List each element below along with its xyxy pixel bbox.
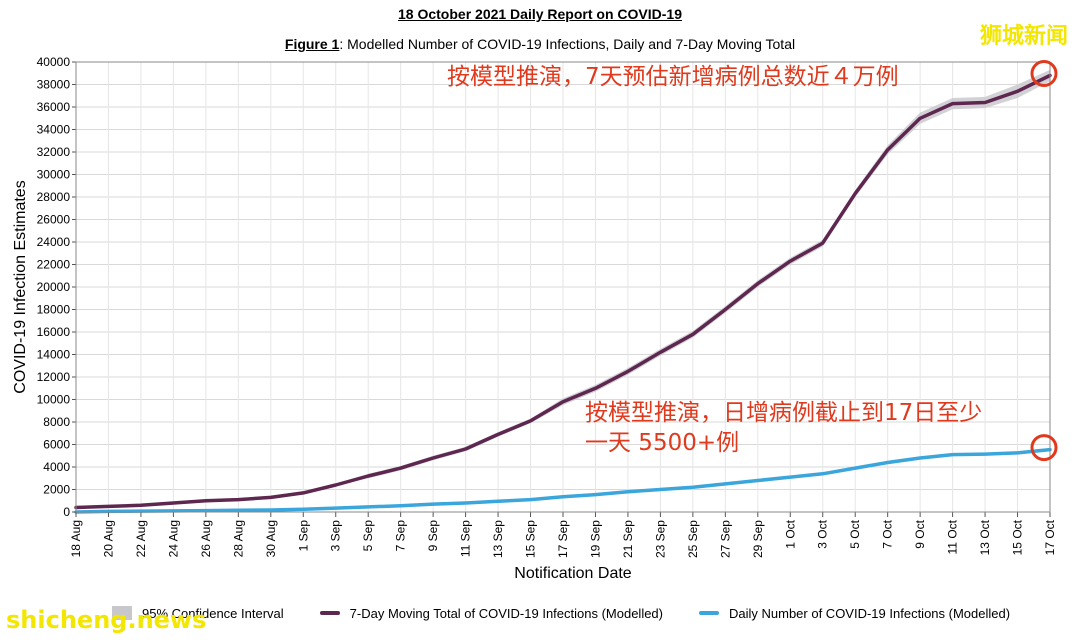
series-line-layer: [74, 73, 1052, 514]
x-tick-label: 3 Sep: [329, 520, 343, 552]
x-tick-label: 20 Aug: [101, 520, 115, 557]
figure-caption-text: : Modelled Number of COVID-19 Infections…: [339, 36, 796, 52]
x-tick-label: 13 Oct: [978, 519, 992, 555]
x-axis-label: Notification Date: [514, 565, 631, 582]
x-tick-label: 23 Sep: [653, 520, 667, 558]
y-tick-label: 12000: [37, 370, 71, 384]
figure-label: Figure 1: [284, 36, 340, 52]
y-tick-label: 36000: [37, 100, 71, 114]
annotation-daily-line2: 一天 5500+例: [585, 430, 740, 456]
watermark-bottom: shicheng.news: [6, 606, 207, 634]
legend-swatch-daily: [699, 611, 719, 615]
x-tick-label: 27 Sep: [718, 520, 732, 558]
x-tick-label: 7 Sep: [394, 520, 408, 552]
y-tick-label: 2000: [43, 483, 70, 497]
x-tick-label: 11 Oct: [946, 519, 960, 554]
x-tick-label: 15 Oct: [1011, 519, 1025, 555]
y-tick-label: 6000: [43, 438, 70, 452]
y-tick-label: 26000: [37, 213, 71, 227]
y-tick-label: 32000: [37, 145, 71, 159]
y-tick-label: 10000: [37, 393, 71, 407]
x-tick-label: 17 Sep: [556, 520, 570, 558]
x-tick-label: 18 Aug: [69, 520, 83, 557]
figure-caption: Figure 1: Modelled Number of COVID-19 In…: [0, 36, 1080, 52]
x-tick-label: 29 Sep: [751, 520, 765, 558]
legend-swatch-ci: [112, 606, 132, 620]
x-tick-label: 28 Aug: [231, 520, 245, 557]
x-tick-label: 13 Sep: [491, 520, 505, 558]
x-tick-label: 1 Sep: [296, 520, 310, 552]
axis-layer: 0 2000 4000 6000 8000 10000 12000 14000 16000 180…: [37, 55, 1057, 558]
series-daily-line: [74, 447, 1052, 514]
x-tick-label: 26 Aug: [199, 520, 213, 557]
series-total-line: [74, 73, 1052, 510]
legend-label-total: 7-Day Moving Total of COVID-19 Infection…: [349, 605, 663, 621]
annotation-weekly-total: 按模型推演，7天预估新增病例总数近４万例: [447, 64, 899, 90]
x-tick-label: 15 Sep: [524, 520, 538, 558]
y-axis-label: COVID-19 Infection Estimates: [12, 180, 29, 393]
y-tick-label: 8000: [43, 415, 70, 429]
legend-label-daily: Daily Number of COVID-19 Infections (Mod…: [729, 605, 1011, 621]
series-daily-last-point-highlight: [1030, 434, 1058, 462]
y-tick-label: 14000: [37, 348, 71, 362]
watermark-top: 狮城新闻: [979, 24, 1068, 49]
x-tick-label: 25 Sep: [686, 520, 700, 558]
plot-frame: [75, 61, 1051, 513]
y-tick-label: 20000: [37, 280, 71, 294]
x-tick-label: 30 Aug: [264, 520, 278, 557]
x-tick-label: 5 Sep: [361, 520, 375, 552]
report-title: 18 October 2021 Daily Report on COVID-19: [398, 6, 682, 22]
legend-item-total: 7-Day Moving Total of COVID-19 Infection…: [319, 605, 663, 621]
x-tick-label: 7 Oct: [881, 519, 895, 548]
chart-legend: 95% Confidence Interval 7-Day Moving Tot…: [112, 602, 1052, 624]
x-tick-label: 22 Aug: [134, 520, 148, 557]
y-tick-label: 16000: [37, 325, 71, 339]
y-tick-label: 40000: [37, 55, 71, 69]
x-tick-label: 5 Oct: [848, 519, 862, 548]
y-tick-label: 4000: [43, 460, 70, 474]
x-tick-label: 19 Sep: [588, 520, 602, 558]
y-tick-label: 22000: [37, 258, 71, 272]
legend-label-ci: 95% Confidence Interval: [142, 605, 284, 621]
legend-item-ci: 95% Confidence Interval: [112, 606, 284, 621]
y-tick-label: 30000: [37, 168, 71, 182]
y-tick-label: 38000: [37, 78, 71, 92]
y-tick-label: 24000: [37, 235, 71, 249]
annotation-daily: 按模型推演，日增病例截止到17日至少 一天 5500+例: [585, 398, 982, 458]
x-tick-label: 9 Oct: [913, 519, 927, 548]
series-total-last-point-highlight: [1030, 60, 1058, 87]
x-tick-label: 21 Sep: [621, 520, 635, 558]
highlight-marker-layer: [1030, 60, 1058, 462]
x-tick-label: 24 Aug: [166, 520, 180, 557]
covid-infection-chart: 0 2000 4000 6000 8000 10000 12000 14000 16000 180…: [12, 55, 1058, 582]
legend-swatch-total: [319, 611, 340, 615]
y-tick-label: 18000: [37, 303, 71, 317]
y-tick-label: 0: [63, 505, 70, 519]
x-tick-label: 1 Oct: [783, 519, 797, 548]
y-tick-label: 34000: [37, 123, 71, 137]
y-tick-label: 28000: [37, 190, 71, 204]
x-tick-label: 17 Oct: [1043, 519, 1057, 555]
x-tick-label: 3 Oct: [816, 519, 830, 548]
x-tick-label: 11 Sep: [459, 520, 473, 557]
annotation-daily-line1: 按模型推演，日增病例截止到17日至少: [585, 400, 983, 426]
x-tick-label: 9 Sep: [426, 520, 440, 552]
legend-item-daily: Daily Number of COVID-19 Infections (Mod…: [699, 606, 1010, 621]
